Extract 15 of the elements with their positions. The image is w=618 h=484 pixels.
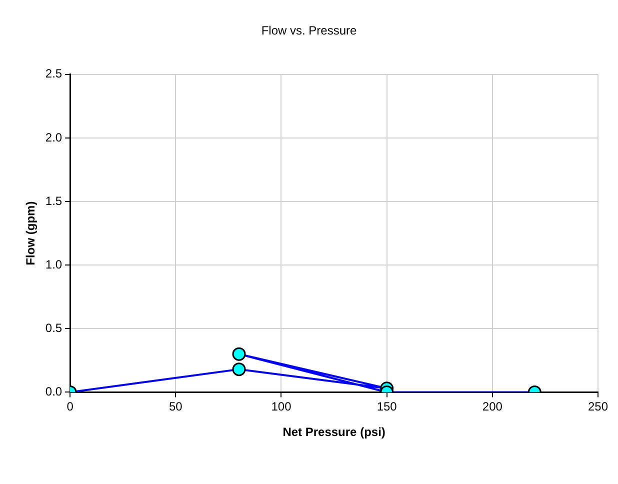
y-tick-label: 1.0 xyxy=(45,257,62,272)
y-tick-label: 1.5 xyxy=(45,194,62,208)
x-tick-label: 200 xyxy=(482,400,503,414)
y-tick-label: 0.0 xyxy=(45,384,62,399)
x-tick-label: 250 xyxy=(588,400,608,414)
y-tick-label: 0.5 xyxy=(45,320,62,335)
chart-title: Flow vs. Pressure xyxy=(261,24,357,38)
x-axis-title: Net Pressure (psi) xyxy=(282,425,386,440)
x-tick-label: 50 xyxy=(168,400,183,414)
y-tick-label: 2.0 xyxy=(45,130,62,144)
y-axis-title: Flow (gpm) xyxy=(24,201,38,266)
x-tick-label: 150 xyxy=(376,400,398,414)
x-tick-label: 100 xyxy=(271,400,292,414)
x-tick-label: 0 xyxy=(66,400,74,414)
y-tick-label: 2.5 xyxy=(45,66,62,81)
